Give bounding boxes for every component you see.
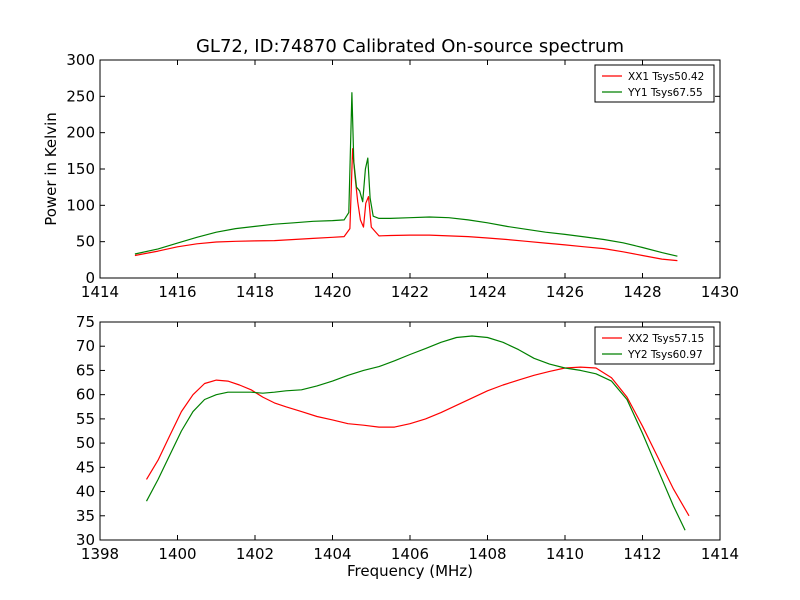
bottom-chart-x-tick-label: 1402 — [236, 545, 274, 563]
bottom-chart-y-tick-label: 70 — [76, 337, 95, 355]
top-chart-ticks: 1414 1416 1418 1420 1422 1424 1426 1428 1430 0 50 1… — [66, 51, 739, 301]
top-chart-x-tick-label: 1422 — [391, 283, 429, 301]
bottom-chart-series — [145, 335, 690, 531]
top-chart-y-tick-label: 150 — [66, 160, 95, 178]
bottom-chart-y-tick-label: 50 — [76, 434, 95, 452]
top-chart-x-tick-label: 1424 — [468, 283, 506, 301]
bottom-chart-x-tick-label: 1406 — [391, 545, 429, 563]
top-chart-y-tick-label: 200 — [66, 124, 95, 142]
bottom-chart-x-tick-label: 1414 — [701, 545, 739, 563]
bottom-chart-legend-label: YY2 Tsys60.97 — [627, 349, 703, 361]
top-chart-y-tick-label: 300 — [66, 51, 95, 69]
top-chart-x-tick-label: 1416 — [158, 283, 196, 301]
bottom-chart-x-tick-label: 1410 — [546, 545, 584, 563]
bottom-chart-y-tick-label: 55 — [76, 410, 95, 428]
top-chart-legend: XX1 Tsys50.42 YY1 Tsys67.55 — [594, 64, 715, 103]
top-chart-series-line-2 — [134, 92, 678, 257]
bottom-chart-legend: XX2 Tsys57.15 YY2 Tsys60.97 — [594, 326, 715, 365]
top-chart-y-tick-label: 250 — [66, 87, 95, 105]
top-chart-series-line-1 — [134, 148, 678, 262]
top-chart-y-tick-label: 100 — [66, 196, 95, 214]
top-chart-series — [134, 92, 678, 262]
bottom-chart-y-tick-label: 40 — [76, 483, 95, 501]
bottom-chart-series-line-1 — [145, 366, 690, 517]
top-chart-y-tick-label: 50 — [76, 233, 95, 251]
bottom-chart-legend-box — [594, 326, 715, 365]
bottom-chart-legend-label: XX2 Tsys57.15 — [628, 333, 704, 345]
bottom-chart-x-tick-label: 1400 — [158, 545, 196, 563]
bottom-chart-y-tick-label: 35 — [76, 507, 95, 525]
bottom-chart-x-tick-label: 1404 — [313, 545, 351, 563]
top-chart-legend-label: YY1 Tsys67.55 — [627, 87, 703, 99]
top-chart-x-tick-label: 1418 — [236, 283, 274, 301]
top-chart-legend-box — [594, 64, 715, 103]
bottom-chart-y-tick-label: 45 — [76, 458, 95, 476]
top-chart-legend-label: XX1 Tsys50.42 — [628, 71, 704, 83]
bottom-chart-y-tick-label: 65 — [76, 361, 95, 379]
bottom-chart: 1398 1400 1402 1404 1406 1408 1410 1412 1414 30 35… — [76, 313, 739, 580]
top-chart-x-tick-label: 1414 — [81, 283, 119, 301]
bottom-chart-ticks: 1398 1400 1402 1404 1406 1408 1410 1412 1414 30 35… — [76, 313, 739, 563]
top-chart-x-tick-label: 1420 — [313, 283, 351, 301]
top-chart-x-tick-label: 1428 — [623, 283, 661, 301]
bottom-chart-series-line-2 — [145, 335, 686, 531]
top-chart-y-tick-label: 0 — [85, 269, 95, 287]
top-chart-y-axis-label: Power in Kelvin — [42, 112, 60, 226]
bottom-chart-y-tick-label: 75 — [76, 313, 95, 331]
figure-title: GL72, ID:74870 Calibrated On-source spec… — [196, 36, 624, 57]
bottom-chart-x-tick-label: 1408 — [468, 545, 506, 563]
bottom-chart-x-axis-label: Frequency (MHz) — [347, 562, 473, 580]
top-chart-x-tick-label: 1430 — [701, 283, 739, 301]
top-chart: 1414 1416 1418 1420 1422 1424 1426 1428 1430 0 50 1… — [42, 51, 739, 301]
top-chart-x-tick-label: 1426 — [546, 283, 584, 301]
bottom-chart-y-tick-label: 30 — [76, 531, 95, 549]
bottom-chart-y-tick-label: 60 — [76, 386, 95, 404]
bottom-chart-x-tick-label: 1398 — [81, 545, 119, 563]
bottom-chart-x-tick-label: 1412 — [623, 545, 661, 563]
